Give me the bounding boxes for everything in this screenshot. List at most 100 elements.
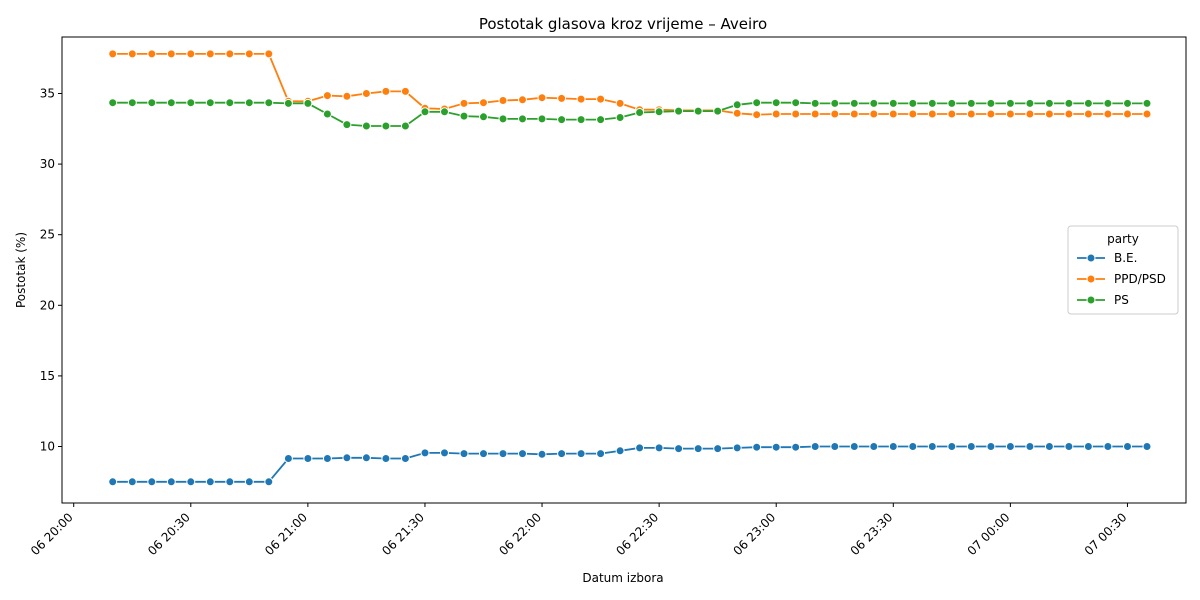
x-tick-label: 06 23:30 (848, 510, 896, 558)
x-tick-label: 06 22:00 (496, 510, 544, 558)
x-tick-label: 07 00:00 (965, 510, 1013, 558)
data-point (654, 443, 664, 453)
y-tick-label: 30 (40, 157, 55, 171)
data-point (322, 454, 332, 463)
data-point (1142, 442, 1152, 451)
data-point (810, 98, 820, 108)
data-point (264, 477, 274, 487)
x-tick-label: 06 20:00 (28, 510, 76, 558)
data-point (108, 49, 118, 59)
data-point (205, 49, 215, 59)
data-point (713, 444, 723, 454)
data-point (732, 108, 742, 118)
data-point (166, 477, 176, 487)
data-point (576, 449, 586, 459)
data-point (342, 453, 352, 463)
data-point (810, 442, 820, 451)
data-point (966, 442, 976, 451)
data-point (342, 91, 352, 101)
data-point (927, 98, 937, 108)
data-point (244, 477, 254, 487)
legend-marker (1086, 274, 1096, 284)
x-tick-label: 06 22:30 (613, 510, 661, 558)
legend-title: party (1107, 232, 1139, 246)
x-tick-label: 06 21:30 (379, 510, 427, 558)
data-point (342, 120, 352, 130)
data-point (1025, 442, 1035, 451)
data-point (557, 115, 567, 125)
data-point (537, 93, 547, 103)
data-point (849, 109, 859, 119)
data-point (986, 442, 996, 451)
data-point (791, 442, 801, 452)
data-point (322, 91, 332, 101)
data-point (303, 454, 313, 463)
data-point (459, 98, 469, 108)
data-point (615, 113, 625, 122)
data-point (947, 109, 957, 119)
data-point (576, 94, 586, 104)
data-point (615, 98, 625, 108)
x-axis-title: Datum izbora (582, 571, 663, 585)
data-point (557, 449, 567, 459)
legend-marker (1086, 253, 1096, 263)
data-point (1103, 109, 1113, 119)
data-point (147, 98, 157, 108)
data-point (849, 98, 859, 108)
data-point (1044, 442, 1054, 451)
data-point (1025, 98, 1035, 108)
legend-item: PPD/PSD (1077, 272, 1166, 286)
y-tick-label: 15 (40, 369, 55, 383)
data-point (283, 98, 293, 108)
data-point (186, 477, 196, 487)
data-point (498, 449, 508, 459)
data-point (615, 446, 625, 456)
data-point (869, 109, 879, 119)
data-point (966, 109, 976, 119)
y-tick-label: 20 (40, 298, 55, 312)
data-point (361, 89, 371, 98)
x-tick-label: 06 21:00 (262, 510, 310, 558)
data-point (186, 98, 196, 108)
series-line (112, 445, 1147, 483)
data-point (888, 109, 898, 119)
data-point (420, 448, 430, 458)
data-point (147, 49, 157, 59)
data-point (1123, 98, 1132, 108)
data-point (400, 121, 410, 131)
data-point (264, 98, 274, 108)
data-point (420, 107, 430, 117)
data-point (108, 98, 118, 108)
data-point (810, 109, 820, 119)
data-point (361, 453, 371, 463)
data-point (830, 442, 840, 451)
data-point (791, 109, 801, 119)
data-point (888, 98, 898, 108)
data-point (713, 106, 723, 116)
data-point (244, 49, 254, 59)
data-point (732, 100, 742, 110)
series-0 (108, 442, 1152, 487)
series-2 (108, 98, 1152, 131)
data-point (752, 98, 762, 108)
data-point (459, 111, 469, 121)
y-tick-label: 25 (40, 228, 55, 242)
data-point (1064, 109, 1074, 119)
data-point (635, 443, 645, 453)
data-point (557, 93, 567, 103)
y-axis-title: Postotak (%) (14, 232, 28, 308)
data-point (1005, 442, 1015, 451)
data-point (654, 107, 664, 117)
legend-item: PS (1077, 293, 1129, 307)
data-point (693, 106, 703, 116)
data-point (1083, 98, 1093, 108)
x-axis: 06 20:00 06 20:30 06 21:00 06 21:30 06 22:00… (28, 503, 1130, 558)
legend-box (1067, 225, 1179, 315)
data-point (693, 444, 703, 454)
data-point (303, 98, 313, 108)
data-point (518, 449, 527, 459)
data-point (147, 477, 157, 487)
data-point (986, 109, 996, 119)
data-point (1142, 109, 1152, 119)
